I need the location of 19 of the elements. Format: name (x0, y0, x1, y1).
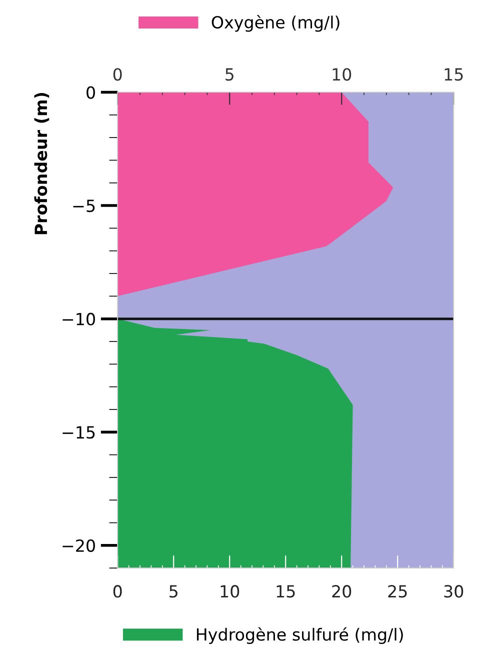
x-tick-label: 15 (276, 585, 295, 598)
x-tick-label: 5 (170, 585, 178, 598)
y-tick-label: 0 (86, 86, 95, 99)
x2-tick-label: 0 (113, 68, 122, 81)
x-tick-label: 30 (444, 585, 464, 598)
x2-tick-label: 10 (332, 68, 352, 81)
legend-label: Hydrogène sulfuré (mg/l) (196, 627, 403, 644)
x-tick-label: 10 (220, 585, 240, 598)
y-tick-label: −5 (73, 200, 95, 212)
y-tick-label: −15 (62, 426, 95, 439)
x-tick-label: 25 (388, 585, 407, 598)
x-tick-label: 0 (113, 585, 122, 598)
y-axis-title: Profondeur (m) (34, 92, 50, 234)
x-tick-label: 20 (332, 585, 352, 598)
y-tick-label: −20 (62, 539, 95, 552)
x2-tick-label: 5 (226, 68, 234, 81)
legend-label: Oxygène (mg/l) (212, 15, 340, 32)
y-tick-label: −10 (62, 312, 95, 326)
x2-tick-label: 15 (444, 68, 463, 81)
